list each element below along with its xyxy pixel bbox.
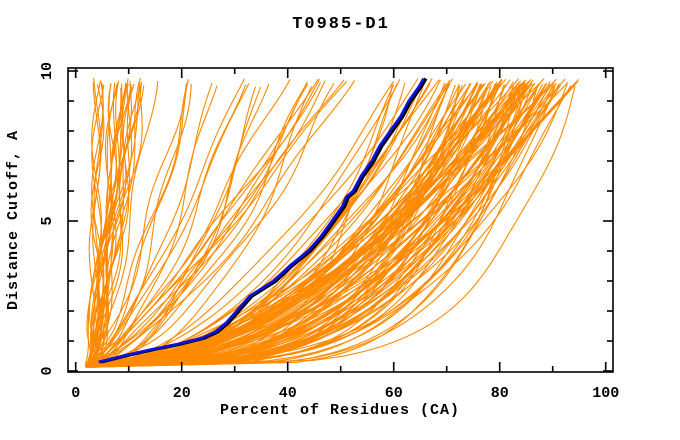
model-curve xyxy=(87,84,132,364)
model-curve xyxy=(97,79,345,364)
model-curve xyxy=(91,84,119,364)
model-curve xyxy=(88,84,192,364)
model-curve xyxy=(88,77,141,366)
model-curve xyxy=(85,80,189,365)
model-curve xyxy=(90,86,492,366)
model-curve xyxy=(85,78,557,364)
model-curve xyxy=(91,84,247,365)
model-curve xyxy=(90,86,527,366)
model-curve xyxy=(94,78,419,368)
model-curve xyxy=(85,83,250,368)
model-curve xyxy=(95,85,561,365)
model-curve xyxy=(91,80,105,365)
model-curve xyxy=(94,86,257,367)
model-curve xyxy=(97,84,505,365)
model-curve xyxy=(97,85,218,366)
model-curve xyxy=(86,83,451,368)
model-curve xyxy=(96,81,140,366)
model-curve xyxy=(93,80,159,365)
model-curves-layer xyxy=(84,77,580,368)
highlighted-model-line xyxy=(98,77,425,364)
model-curve xyxy=(86,88,538,368)
model-curve xyxy=(86,83,560,364)
model-curve xyxy=(93,84,395,365)
x-axis-label: Percent of Residues (CA) xyxy=(220,402,460,419)
y-tick-label: 5 xyxy=(39,216,56,225)
model-curve xyxy=(93,81,143,366)
x-tick-label: 0 xyxy=(71,385,80,402)
model-curve xyxy=(88,83,518,364)
model-curve xyxy=(89,83,308,363)
model-curve xyxy=(89,80,326,365)
model-curve xyxy=(98,84,520,364)
model-curve xyxy=(85,84,528,365)
chart-title: T0985-D1 xyxy=(292,15,390,34)
model-curve xyxy=(90,83,104,368)
model-curve xyxy=(88,83,187,363)
model-curve xyxy=(91,86,556,367)
model-curve xyxy=(85,78,580,368)
model-curve xyxy=(88,83,533,364)
x-tick-label: 40 xyxy=(279,385,297,402)
model-curve xyxy=(87,84,460,365)
x-tick-label: 60 xyxy=(385,385,403,402)
model-curve xyxy=(86,79,401,368)
model-curve xyxy=(86,85,572,366)
model-curve xyxy=(89,78,245,368)
model-curve xyxy=(85,82,526,363)
model-curve xyxy=(97,85,576,366)
model-curve xyxy=(93,83,124,368)
axes-frame-layer xyxy=(67,67,614,373)
model-curve xyxy=(86,84,449,365)
model-curve xyxy=(98,83,521,364)
y-axis-label: Distance Cutoff, A xyxy=(5,130,22,310)
model-curve xyxy=(95,78,503,363)
tick-label-layer: 0 20 40 60 80 100 0 5 10 xyxy=(39,62,619,402)
model-curve xyxy=(88,87,262,367)
model-curve xyxy=(96,80,502,365)
model-curve xyxy=(89,80,102,365)
model-curve xyxy=(86,79,320,364)
model-curve xyxy=(97,83,467,364)
model-curve xyxy=(88,82,101,366)
model-curve xyxy=(92,85,518,366)
model-curve xyxy=(90,83,106,364)
x-tick-label: 20 xyxy=(173,385,191,402)
model-curve xyxy=(84,83,118,367)
model-curve xyxy=(95,83,547,363)
model-curve xyxy=(89,78,545,363)
model-curve xyxy=(98,80,395,366)
model-curve xyxy=(91,81,478,366)
x-tick-label: 80 xyxy=(491,385,509,402)
y-tick-label: 0 xyxy=(39,366,56,375)
model-curve xyxy=(88,87,526,368)
model-curve xyxy=(92,83,335,364)
y-tick-label: 10 xyxy=(39,62,56,80)
model-curve xyxy=(96,82,487,363)
model-curve xyxy=(89,86,313,366)
model-curve xyxy=(86,80,579,366)
model-curve xyxy=(93,83,448,368)
model-curve xyxy=(96,81,569,367)
x-tick-label: 100 xyxy=(592,385,619,402)
model-curve xyxy=(95,79,441,365)
highlighted-model-curve xyxy=(98,77,428,364)
